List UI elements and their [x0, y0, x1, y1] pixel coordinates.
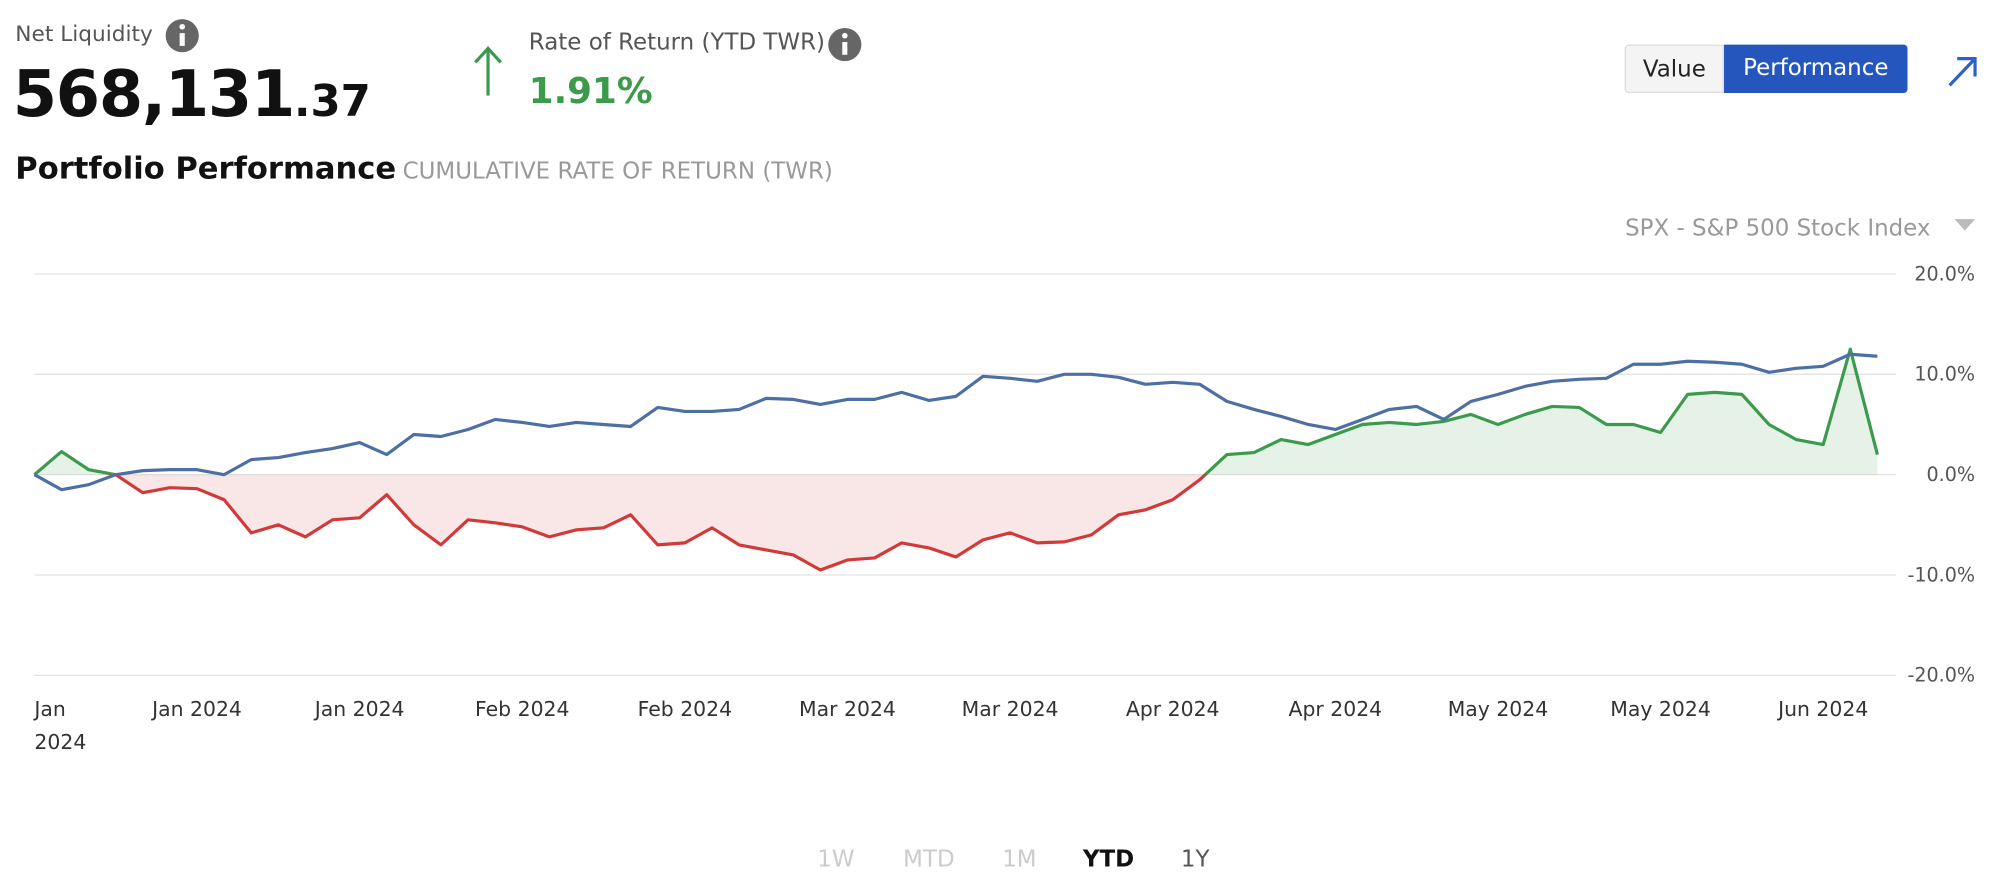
return-value: 1.91%: [528, 70, 653, 113]
x-tick-label: Feb 2024: [475, 697, 570, 722]
net-liquidity-label: Net Liquidity: [15, 21, 153, 48]
range-tab: MTD: [903, 846, 955, 873]
title: Portfolio Performance: [15, 150, 397, 187]
toggle-button[interactable]: Value: [1624, 44, 1725, 94]
x-tick-label: Mar 2024: [961, 697, 1059, 722]
x-tick-label: Mar 2024: [799, 697, 896, 722]
info-icon[interactable]: [828, 28, 862, 62]
x-tick-label: Apr 2024: [1288, 697, 1383, 722]
x-tick-label: Jan 2024: [152, 697, 242, 722]
x-tick-label: Feb 2024: [637, 697, 733, 722]
net-liquidity-whole: 568,131: [12, 57, 296, 132]
range-tab[interactable]: 1Y: [1180, 846, 1210, 873]
y-tick-label: 10.0%: [1914, 363, 1975, 386]
range-tab: 1M: [1002, 846, 1037, 873]
area: [34, 349, 1878, 570]
y-tick-label: -10.0%: [1907, 563, 1975, 586]
range-tab[interactable]: YTD: [1082, 846, 1135, 873]
info-icon[interactable]: [165, 19, 199, 53]
dropdown-caret[interactable]: [1954, 219, 1976, 231]
toggle-button[interactable]: Performance: [1724, 44, 1908, 94]
x-tick-label: May 2024: [1610, 697, 1711, 722]
section-title: Portfolio Performance CUMULATIVE RATE OF…: [15, 150, 833, 186]
y-tick-label: 20.0%: [1914, 262, 1975, 285]
subtitle: CUMULATIVE RATE OF RETURN (TWR): [402, 158, 833, 185]
return-label: Rate of Return (YTD TWR): [528, 29, 825, 57]
net-liquidity-cents: .37: [294, 76, 371, 128]
x-tick-label: Jan 2024: [314, 697, 405, 722]
y-tick-label: 0.0%: [1926, 463, 1975, 486]
x-tick-label: May 2024: [1447, 697, 1549, 722]
benchmark-select[interactable]: SPX - S&P 500 Stock Index: [1625, 216, 1930, 242]
x-tick-label: Apr 2024: [1125, 697, 1220, 722]
net-liquidity: 568,131.37: [13, 57, 371, 131]
y-tick-label: -20.0%: [1907, 664, 1975, 687]
x-tick-label: Jan 2024: [34, 697, 87, 755]
line: [33, 347, 1879, 572]
x-tick-label: Jun 2024: [1778, 697, 1869, 722]
expand-icon[interactable]: [1948, 57, 1977, 87]
line: [33, 352, 1878, 492]
range-tab: 1W: [817, 846, 855, 873]
up-arrow: [474, 46, 502, 96]
